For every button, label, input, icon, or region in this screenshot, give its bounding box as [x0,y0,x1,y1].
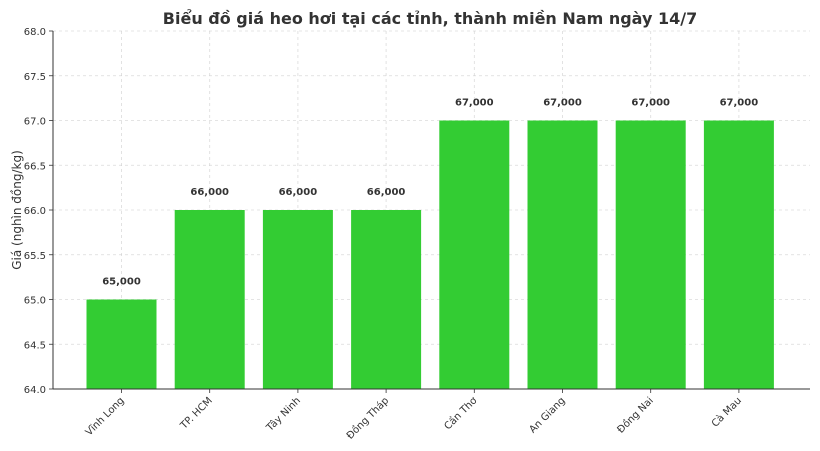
bar [527,120,598,389]
grid-layer [53,30,810,390]
chart-title: Biểu đồ giá heo hơi tại các tỉnh, thành … [163,9,697,28]
data-label: 66,000 [279,187,318,198]
bars-layer [86,120,774,389]
x-tick-label: Cà Mau [709,395,744,430]
bar [351,210,422,389]
y-tick-label: 64.0 [24,385,46,396]
data-label: 65,000 [102,277,141,288]
data-label: 67,000 [720,98,759,109]
bar [174,210,245,389]
y-tick-label: 67.0 [24,117,46,128]
data-label: 67,000 [543,98,582,109]
x-tick-label: Đồng Tháp [344,395,391,442]
data-label: 66,000 [190,187,229,198]
bar [703,120,774,389]
y-tick-label: 66.0 [24,206,46,217]
x-tick-label: An Giang [528,395,568,435]
x-tick-label: Đồng Nai [615,395,656,436]
data-label: 66,000 [367,187,406,198]
y-axis-label: Giá (nghìn đồng/kg) [10,150,24,270]
bar [86,299,157,389]
y-tick-label: 64.5 [24,340,46,351]
x-tick-label: TP. HCM [178,395,215,432]
y-tick-label: 65.0 [24,296,46,307]
x-tick-label: Vĩnh Long [84,395,127,438]
y-tick-label: 66.5 [24,161,46,172]
bar [439,120,510,389]
data-label: 67,000 [631,98,670,109]
x-tick-label: Cần Thơ [442,394,480,432]
data-label: 67,000 [455,98,494,109]
bar [615,120,686,389]
data-labels-layer: 65,000 66,000 66,000 66,000 67,000 67,000 67,0… [102,98,758,288]
y-tick-label: 68.0 [24,27,46,38]
x-tick-label: Tây Ninh [263,395,303,435]
bar [262,210,333,389]
y-tick-label: 67.5 [24,72,46,83]
y-tick-label: 65.5 [24,251,46,262]
